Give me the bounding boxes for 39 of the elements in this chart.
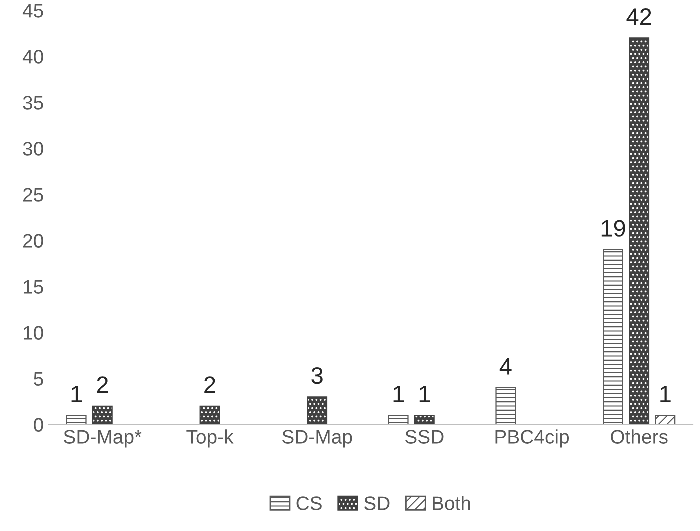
data-label: 3: [312, 367, 323, 384]
y-tick-label: 0: [34, 418, 44, 432]
y-tick-label: 15: [24, 280, 44, 294]
bar: [655, 415, 676, 425]
bar: [66, 415, 87, 425]
legend-label: CS: [296, 496, 322, 510]
data-label: 4: [500, 358, 512, 375]
data-label: 2: [97, 376, 108, 394]
x-tick-label: SSD: [406, 430, 444, 444]
data-label: 2: [204, 376, 216, 394]
data-label: 1: [420, 386, 430, 402]
x-tick-label: Others: [611, 430, 668, 444]
legend-label: Both: [433, 496, 470, 510]
y-tick-label: 35: [23, 96, 44, 110]
bar: [307, 396, 328, 425]
data-label: 1: [72, 386, 82, 402]
y-tick-label: 20: [23, 234, 44, 248]
y-tick-label: 5: [34, 372, 44, 386]
data-label: 1: [660, 386, 671, 402]
bar: [200, 406, 220, 425]
data-label: 1: [394, 386, 404, 402]
x-tick-label: SD-Map: [282, 430, 352, 448]
y-tick-label: 40: [22, 50, 44, 64]
bar: [388, 415, 409, 425]
x-tick-label: PBC4cip: [496, 430, 570, 448]
legend-label: SD: [364, 496, 390, 510]
bar: [629, 38, 650, 425]
y-tick-label: 10: [24, 326, 44, 340]
bar: [496, 387, 516, 425]
y-tick-label: 30: [23, 142, 44, 156]
bar: [414, 415, 435, 425]
x-tick-label: SD-Map*: [64, 430, 142, 448]
bar: [603, 249, 624, 425]
y-tick-label: 25: [23, 188, 44, 202]
x-tick-label: Top-k: [186, 430, 234, 448]
data-label: 42: [626, 8, 652, 25]
bar: [92, 406, 113, 425]
data-label: 19: [602, 220, 626, 237]
y-tick-label: 45: [22, 4, 44, 18]
